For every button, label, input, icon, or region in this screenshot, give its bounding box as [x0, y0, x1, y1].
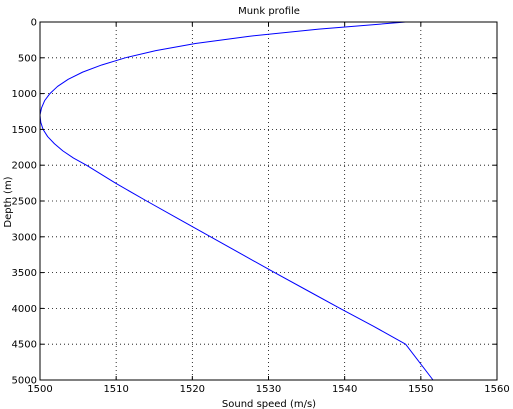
grid-lines: [40, 22, 497, 380]
x-axis-title: Sound speed (m/s): [222, 399, 316, 409]
plot-area: [39, 21, 434, 381]
y-tick-label: 3500: [12, 268, 37, 279]
y-tick-label: 4500: [12, 340, 37, 351]
y-tick-label: 4000: [12, 304, 37, 315]
axis-ticks: 1500 1510 1520 1530 1540 1550 1560 0 500 1000 1500…: [12, 18, 510, 396]
y-tick-label: 0: [31, 18, 37, 29]
y-tick-label: 1500: [12, 125, 37, 136]
x-tick-label: 1550: [408, 384, 433, 395]
y-tick-label: 500: [18, 53, 37, 64]
x-tick-label: 1530: [256, 384, 281, 395]
sound-speed-line: [39, 21, 434, 381]
x-tick-label: 1540: [332, 384, 357, 395]
y-axis-title: Depth (m): [3, 176, 14, 227]
chart-title: Munk profile: [238, 6, 300, 17]
y-tick-label: 2000: [12, 161, 37, 172]
x-tick-label: 1560: [484, 384, 509, 395]
y-tick-label: 5000: [12, 376, 37, 387]
x-tick-label: 1510: [103, 384, 128, 395]
y-tick-label: 1000: [12, 89, 37, 100]
x-tick-label: 1500: [27, 384, 52, 395]
y-tick-label: 2500: [12, 197, 37, 208]
y-tick-label: 3000: [12, 232, 37, 243]
x-tick-label: 1520: [180, 384, 205, 395]
